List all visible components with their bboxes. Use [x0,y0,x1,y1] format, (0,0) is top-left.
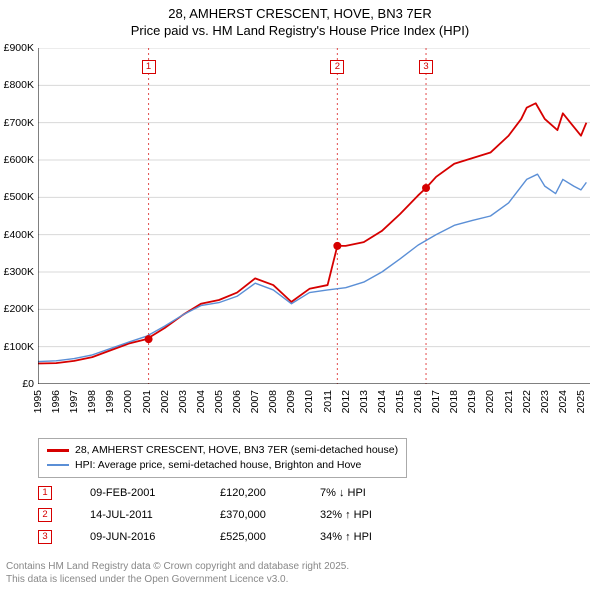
x-tick-label: 2006 [231,390,243,413]
y-tick-label: £800K [4,79,34,91]
transaction-date: 09-JUN-2016 [90,531,220,543]
x-tick-label: 2015 [394,390,406,413]
transaction-diff: 34% ↑ HPI [320,531,430,543]
x-tick-label: 1998 [86,390,98,413]
x-tick-label: 2011 [322,390,334,413]
transaction-price: £525,000 [220,531,320,543]
legend-swatch [47,464,69,466]
y-tick-label: £100K [4,341,34,353]
y-tick-label: £300K [4,266,34,278]
x-axis: 1995199619971998199920002001200220032004… [38,386,590,436]
transaction-marker: 1 [38,486,52,500]
y-tick-label: £0 [22,378,34,390]
x-tick-label: 2023 [539,390,551,413]
footer-line2: This data is licensed under the Open Gov… [6,574,349,587]
legend-label: 28, AMHERST CRESCENT, HOVE, BN3 7ER (sem… [75,443,398,458]
title-address: 28, AMHERST CRESCENT, HOVE, BN3 7ER [0,6,600,23]
y-tick-label: £200K [4,303,34,315]
x-tick-label: 2020 [484,390,496,413]
x-tick-label: 2008 [267,390,279,413]
chart-svg [38,48,590,384]
transaction-row: 2 14-JUL-2011£370,00032% ↑ HPI [38,504,430,526]
x-tick-label: 2025 [575,390,587,413]
legend-item: HPI: Average price, semi-detached house,… [47,458,398,473]
x-tick-label: 1995 [32,390,44,413]
y-axis: £0£100K£200K£300K£400K£500K£600K£700K£80… [0,48,38,384]
legend-swatch [47,449,69,451]
x-tick-label: 2024 [557,390,569,413]
transactions-table: 1 09-FEB-2001£120,2007% ↓ HPI 2 14-JUL-2011… [38,482,430,548]
transaction-price: £370,000 [220,509,320,521]
legend-item: 28, AMHERST CRESCENT, HOVE, BN3 7ER (sem… [47,443,398,458]
sale-marker-1: 1 [142,60,156,74]
x-tick-label: 2017 [430,390,442,413]
x-tick-label: 2022 [521,390,533,413]
x-tick-label: 2021 [503,390,515,413]
x-tick-label: 2005 [213,390,225,413]
y-tick-label: £500K [4,191,34,203]
x-tick-label: 1997 [68,390,80,413]
sale-marker-3: 3 [419,60,433,74]
x-tick-label: 2002 [159,390,171,413]
x-tick-label: 1996 [50,390,62,413]
y-tick-label: £700K [4,117,34,129]
x-tick-label: 2012 [340,390,352,413]
x-tick-label: 2007 [249,390,261,413]
x-tick-label: 2019 [466,390,478,413]
footer-line1: Contains HM Land Registry data © Crown c… [6,561,349,574]
transaction-marker: 2 [38,508,52,522]
transaction-date: 14-JUL-2011 [90,509,220,521]
x-tick-label: 2014 [376,390,388,413]
footer-attribution: Contains HM Land Registry data © Crown c… [6,561,349,586]
x-tick-label: 2001 [141,390,153,413]
x-tick-label: 2018 [448,390,460,413]
title-subtitle: Price paid vs. HM Land Registry's House … [0,23,600,40]
x-tick-label: 2003 [177,390,189,413]
y-tick-label: £400K [4,229,34,241]
legend: 28, AMHERST CRESCENT, HOVE, BN3 7ER (sem… [38,438,407,478]
x-tick-label: 2010 [303,390,315,413]
transaction-date: 09-FEB-2001 [90,487,220,499]
y-tick-label: £900K [4,42,34,54]
x-tick-label: 2009 [285,390,297,413]
transaction-diff: 7% ↓ HPI [320,487,430,499]
plot-area: 1 2 3 [38,48,590,384]
transaction-diff: 32% ↑ HPI [320,509,430,521]
x-tick-label: 2013 [358,390,370,413]
transaction-marker: 3 [38,530,52,544]
x-tick-label: 2004 [195,390,207,413]
transaction-price: £120,200 [220,487,320,499]
y-tick-label: £600K [4,154,34,166]
x-tick-label: 2000 [122,390,134,413]
x-tick-label: 2016 [412,390,424,413]
transaction-row: 3 09-JUN-2016£525,00034% ↑ HPI [38,526,430,548]
transaction-row: 1 09-FEB-2001£120,2007% ↓ HPI [38,482,430,504]
legend-label: HPI: Average price, semi-detached house,… [75,458,361,473]
chart-title: 28, AMHERST CRESCENT, HOVE, BN3 7ER Pric… [0,0,600,40]
sale-marker-2: 2 [330,60,344,74]
x-tick-label: 1999 [104,390,116,413]
chart-container: { "title": { "line1": "28, AMHERST CRESC… [0,0,600,590]
